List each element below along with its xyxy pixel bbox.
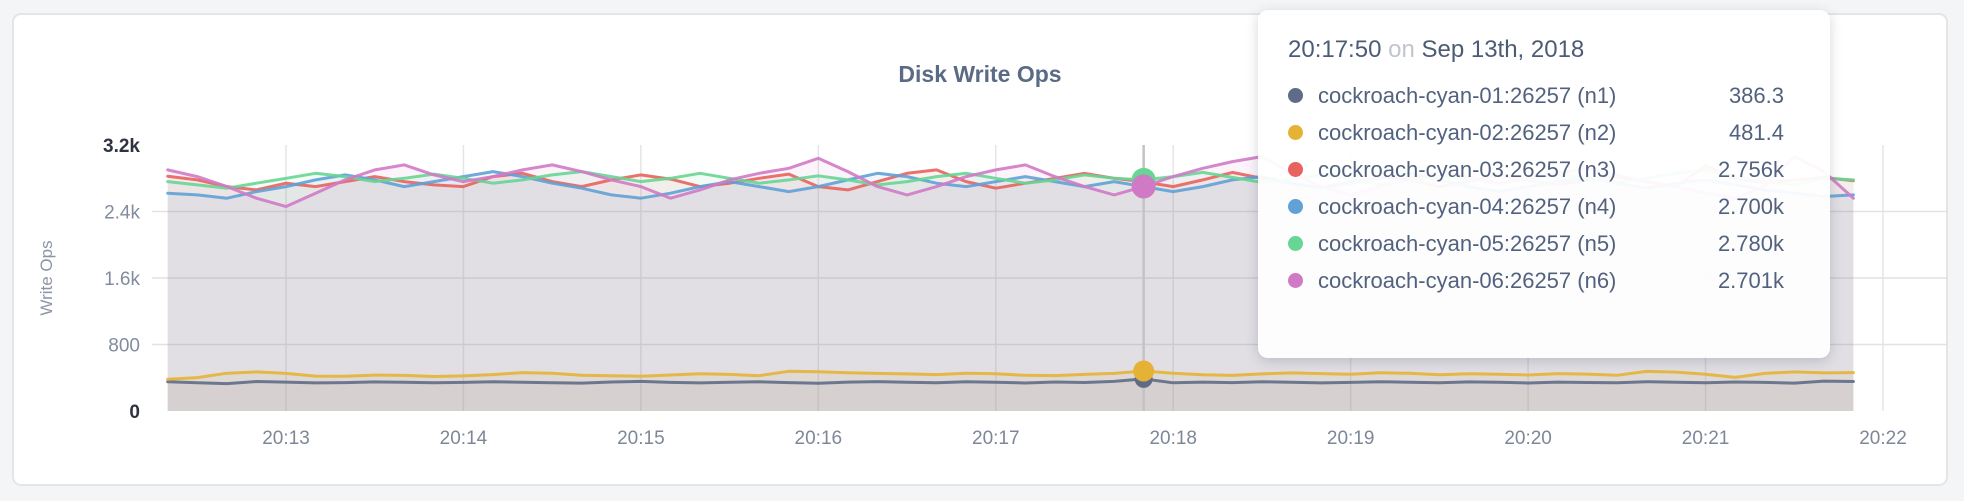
tooltip-row: cockroach-cyan-04:26257 (n4) 2.700k — [1288, 188, 1784, 225]
hover-tooltip: 20:17:50 on Sep 13th, 2018 cockroach-cya… — [1258, 10, 1830, 358]
x-tick-label: 20:22 — [1859, 428, 1907, 449]
chart-title: Disk Write Ops — [898, 61, 1062, 87]
series-line — [166, 377, 1855, 386]
x-tick-label: 20:13 — [262, 428, 310, 449]
series-name: cockroach-cyan-05:26257 (n5) — [1318, 230, 1617, 256]
series-name: cockroach-cyan-06:26257 (n6) — [1318, 267, 1617, 293]
tooltip-row: cockroach-cyan-05:26257 (n5) 2.780k — [1288, 225, 1784, 262]
y-tick-label: 800 — [108, 336, 140, 357]
hover-point-dot — [1133, 360, 1155, 382]
series-color-dot-icon — [1288, 125, 1303, 140]
tooltip-row: cockroach-cyan-02:26257 (n2) 481.4 — [1288, 114, 1784, 151]
y-tick-label: 2.4k — [104, 203, 140, 224]
x-tick-label: 20:15 — [617, 428, 665, 449]
y-tick-label: 0 — [129, 402, 140, 423]
series-line — [166, 369, 1855, 381]
series-name: cockroach-cyan-02:26257 (n2) — [1318, 119, 1617, 145]
tooltip-row: cockroach-cyan-06:26257 (n6) 2.701k — [1288, 262, 1784, 299]
series-value: 2.780k — [1717, 230, 1784, 256]
series-color-dot-icon — [1288, 88, 1303, 103]
x-tick-label: 20:21 — [1682, 428, 1730, 449]
x-tick-label: 20:19 — [1327, 428, 1375, 449]
hover-point-dot — [1131, 174, 1156, 199]
series-color-dot-icon — [1288, 236, 1303, 251]
tooltip-row: cockroach-cyan-01:26257 (n1) 386.3 — [1288, 77, 1784, 114]
series-area — [167, 378, 1854, 411]
x-tick-label: 20:20 — [1504, 428, 1552, 449]
series-value: 481.4 — [1728, 119, 1784, 145]
tooltip-legend: cockroach-cyan-01:26257 (n1) 386.3 cockroa… — [1288, 77, 1784, 299]
tooltip-date: Sep 13th, 2018 — [1421, 36, 1585, 63]
series-color-dot-icon — [1288, 273, 1303, 288]
series-value: 2.756k — [1717, 156, 1784, 182]
series-name: cockroach-cyan-03:26257 (n3) — [1318, 156, 1617, 182]
x-tick-label: 20:17 — [972, 428, 1020, 449]
tooltip-header: 20:17:50 on Sep 13th, 2018 — [1288, 36, 1784, 64]
tooltip-conjunction: on — [1388, 36, 1415, 63]
y-tick-label: 3.2k — [103, 136, 140, 157]
series-color-dot-icon — [1288, 162, 1303, 177]
x-tick-label: 20:18 — [1149, 428, 1197, 449]
y-tick-label: 1.6k — [104, 269, 140, 290]
tooltip-row: cockroach-cyan-03:26257 (n3) 2.756k — [1288, 151, 1784, 188]
tooltip-time: 20:17:50 — [1288, 36, 1382, 63]
x-tick-label: 20:16 — [795, 428, 843, 449]
series-value: 2.701k — [1717, 267, 1784, 293]
series-value: 2.700k — [1717, 193, 1784, 219]
y-axis-title: Write Ops — [37, 240, 56, 315]
series-value: 386.3 — [1728, 82, 1784, 108]
series-color-dot-icon — [1288, 199, 1303, 214]
x-tick-label: 20:14 — [440, 428, 488, 449]
series-name: cockroach-cyan-01:26257 (n1) — [1318, 82, 1617, 108]
series-area — [167, 371, 1854, 411]
series-name: cockroach-cyan-04:26257 (n4) — [1318, 193, 1617, 219]
